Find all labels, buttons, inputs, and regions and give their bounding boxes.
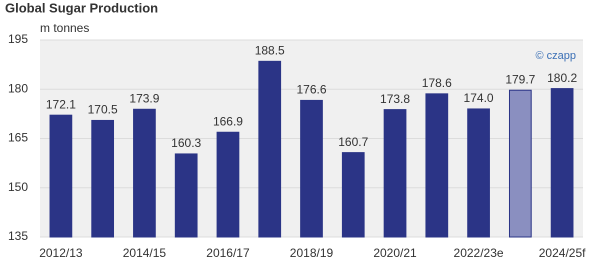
bar (174, 153, 198, 238)
x-tick-label: 2012/13 (39, 246, 83, 260)
x-tick-label: 2024/25f (539, 246, 586, 260)
value-label: 179.7 (505, 72, 535, 86)
value-label: 160.7 (338, 135, 368, 149)
bar (300, 99, 323, 238)
x-tick-label: 2022/23e (454, 246, 504, 260)
value-label: 172.1 (46, 97, 76, 111)
y-axis-label: m tonnes (40, 21, 89, 35)
value-label: 178.6 (422, 76, 452, 90)
value-label: 160.3 (171, 136, 201, 150)
bar (49, 114, 73, 238)
value-label: 166.9 (213, 114, 243, 128)
x-tick-label: 2018/19 (290, 246, 334, 260)
bar (216, 131, 240, 238)
y-tick-label: 150 (8, 180, 28, 194)
bar (258, 60, 282, 238)
bar (133, 108, 156, 238)
x-tick-label: 2014/15 (123, 246, 167, 260)
value-label: 170.5 (88, 103, 118, 117)
bar (550, 88, 574, 238)
chart-title: Global Sugar Production (5, 0, 158, 15)
y-tick-label: 135 (8, 229, 28, 243)
bar (91, 119, 115, 238)
value-label: 174.0 (464, 91, 494, 105)
bar (508, 89, 532, 238)
value-label: 173.9 (129, 91, 159, 105)
y-tick-label: 180 (8, 81, 28, 95)
bar (341, 152, 365, 238)
y-tick-label: 165 (8, 131, 28, 145)
bar (425, 93, 449, 238)
value-label: 176.6 (296, 83, 326, 97)
value-label: 188.5 (255, 44, 285, 58)
bar (383, 109, 407, 238)
annotation: © czapp (535, 50, 576, 62)
bar (467, 108, 490, 238)
y-tick-label: 195 (8, 32, 28, 46)
value-label: 180.2 (547, 71, 577, 85)
x-tick-label: 2016/17 (206, 246, 250, 260)
x-tick-label: 2020/21 (373, 246, 417, 260)
value-label: 173.8 (380, 92, 410, 106)
